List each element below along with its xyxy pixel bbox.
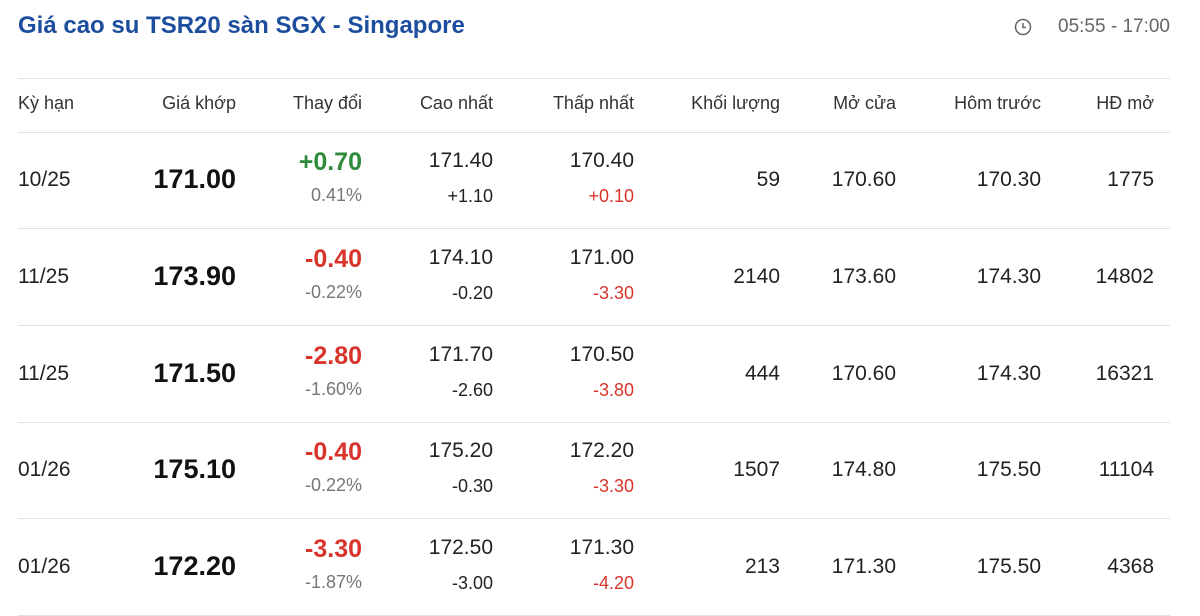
open-interest: 11104 (1098, 458, 1154, 482)
high-change: -0.30 (451, 476, 493, 497)
price: 171.00 (153, 164, 236, 194)
volume: 444 (744, 361, 780, 385)
open: 170.60 (831, 361, 896, 385)
term: 01/26 (18, 458, 71, 482)
change: -3.30 (305, 535, 362, 564)
high-change: -3.00 (451, 573, 493, 594)
change-pct: -1.60% (304, 378, 362, 399)
high-change: +1.10 (447, 186, 493, 206)
column-header: Hôm trước (954, 93, 1041, 113)
high-change: -2.60 (451, 379, 493, 400)
title: Giá cao su TSR20 sàn SGX - Singapore (18, 12, 465, 39)
column-header: Giá khớp (162, 93, 236, 113)
volume: 213 (744, 555, 780, 579)
high: 174.10 (428, 245, 493, 269)
high-change: -0.20 (451, 282, 493, 303)
column-header: Thấp nhất (552, 93, 634, 113)
column-header: Cao nhất (419, 93, 493, 113)
high: 172.50 (428, 536, 493, 560)
volume: 1507 (733, 458, 780, 482)
row-divider (18, 518, 1170, 520)
column-header: Khối lượng (691, 93, 780, 113)
price: 173.90 (153, 260, 236, 291)
price: 175.10 (153, 454, 236, 485)
change-pct: -0.22% (304, 475, 362, 496)
volume: 59 (756, 168, 780, 191)
low: 171.30 (569, 536, 634, 560)
open: 171.30 (831, 555, 896, 579)
open-interest: 16321 (1095, 361, 1154, 385)
low: 172.20 (569, 439, 634, 463)
high: 171.40 (428, 149, 493, 172)
divider (18, 132, 1170, 133)
term: 11/25 (18, 361, 69, 385)
previous: 174.30 (976, 361, 1041, 385)
low-change: +0.10 (588, 186, 634, 206)
high: 171.70 (428, 342, 493, 366)
column-header: HĐ mở (1096, 93, 1154, 113)
open-interest: 4368 (1107, 555, 1154, 579)
change-pct: -1.87% (304, 572, 362, 593)
open-interest: 14802 (1095, 264, 1154, 288)
price: 171.50 (153, 357, 236, 388)
change-pct: 0.41% (310, 185, 362, 205)
change-pct: -0.22% (304, 281, 362, 302)
open: 173.60 (831, 264, 896, 288)
previous: 175.50 (976, 555, 1041, 579)
low-change: -3.30 (592, 476, 634, 497)
column-header: Kỳ hạn (18, 93, 75, 113)
column-header: Thay đổi (292, 93, 362, 113)
term: 10/25 (18, 168, 71, 191)
open: 174.80 (831, 458, 896, 482)
low: 171.00 (569, 245, 634, 269)
previous: 174.30 (976, 264, 1041, 288)
column-header: Mở cửa (833, 93, 896, 113)
previous: 175.50 (976, 458, 1041, 482)
open: 170.60 (831, 168, 896, 191)
change: -2.80 (305, 341, 362, 370)
clock-icon (1014, 18, 1032, 36)
change: -0.40 (305, 438, 362, 467)
low-change: -3.80 (592, 379, 634, 400)
low-change: -3.30 (592, 282, 634, 303)
change: +0.70 (298, 148, 362, 176)
low: 170.40 (569, 149, 634, 172)
open-interest: 1775 (1107, 168, 1154, 191)
change: -0.40 (305, 244, 362, 273)
term: 11/25 (18, 264, 69, 288)
divider (18, 78, 1170, 79)
price: 172.20 (153, 551, 236, 582)
row-divider (18, 228, 1170, 229)
row-divider (18, 421, 1170, 423)
low: 170.50 (569, 342, 634, 366)
low-change: -4.20 (592, 573, 634, 594)
term: 01/26 (18, 555, 71, 579)
high: 175.20 (428, 439, 493, 463)
volume: 2140 (733, 264, 780, 288)
row-divider (18, 324, 1170, 326)
time-range: 05:55 - 17:00 (1058, 16, 1170, 37)
previous: 170.30 (976, 168, 1041, 191)
